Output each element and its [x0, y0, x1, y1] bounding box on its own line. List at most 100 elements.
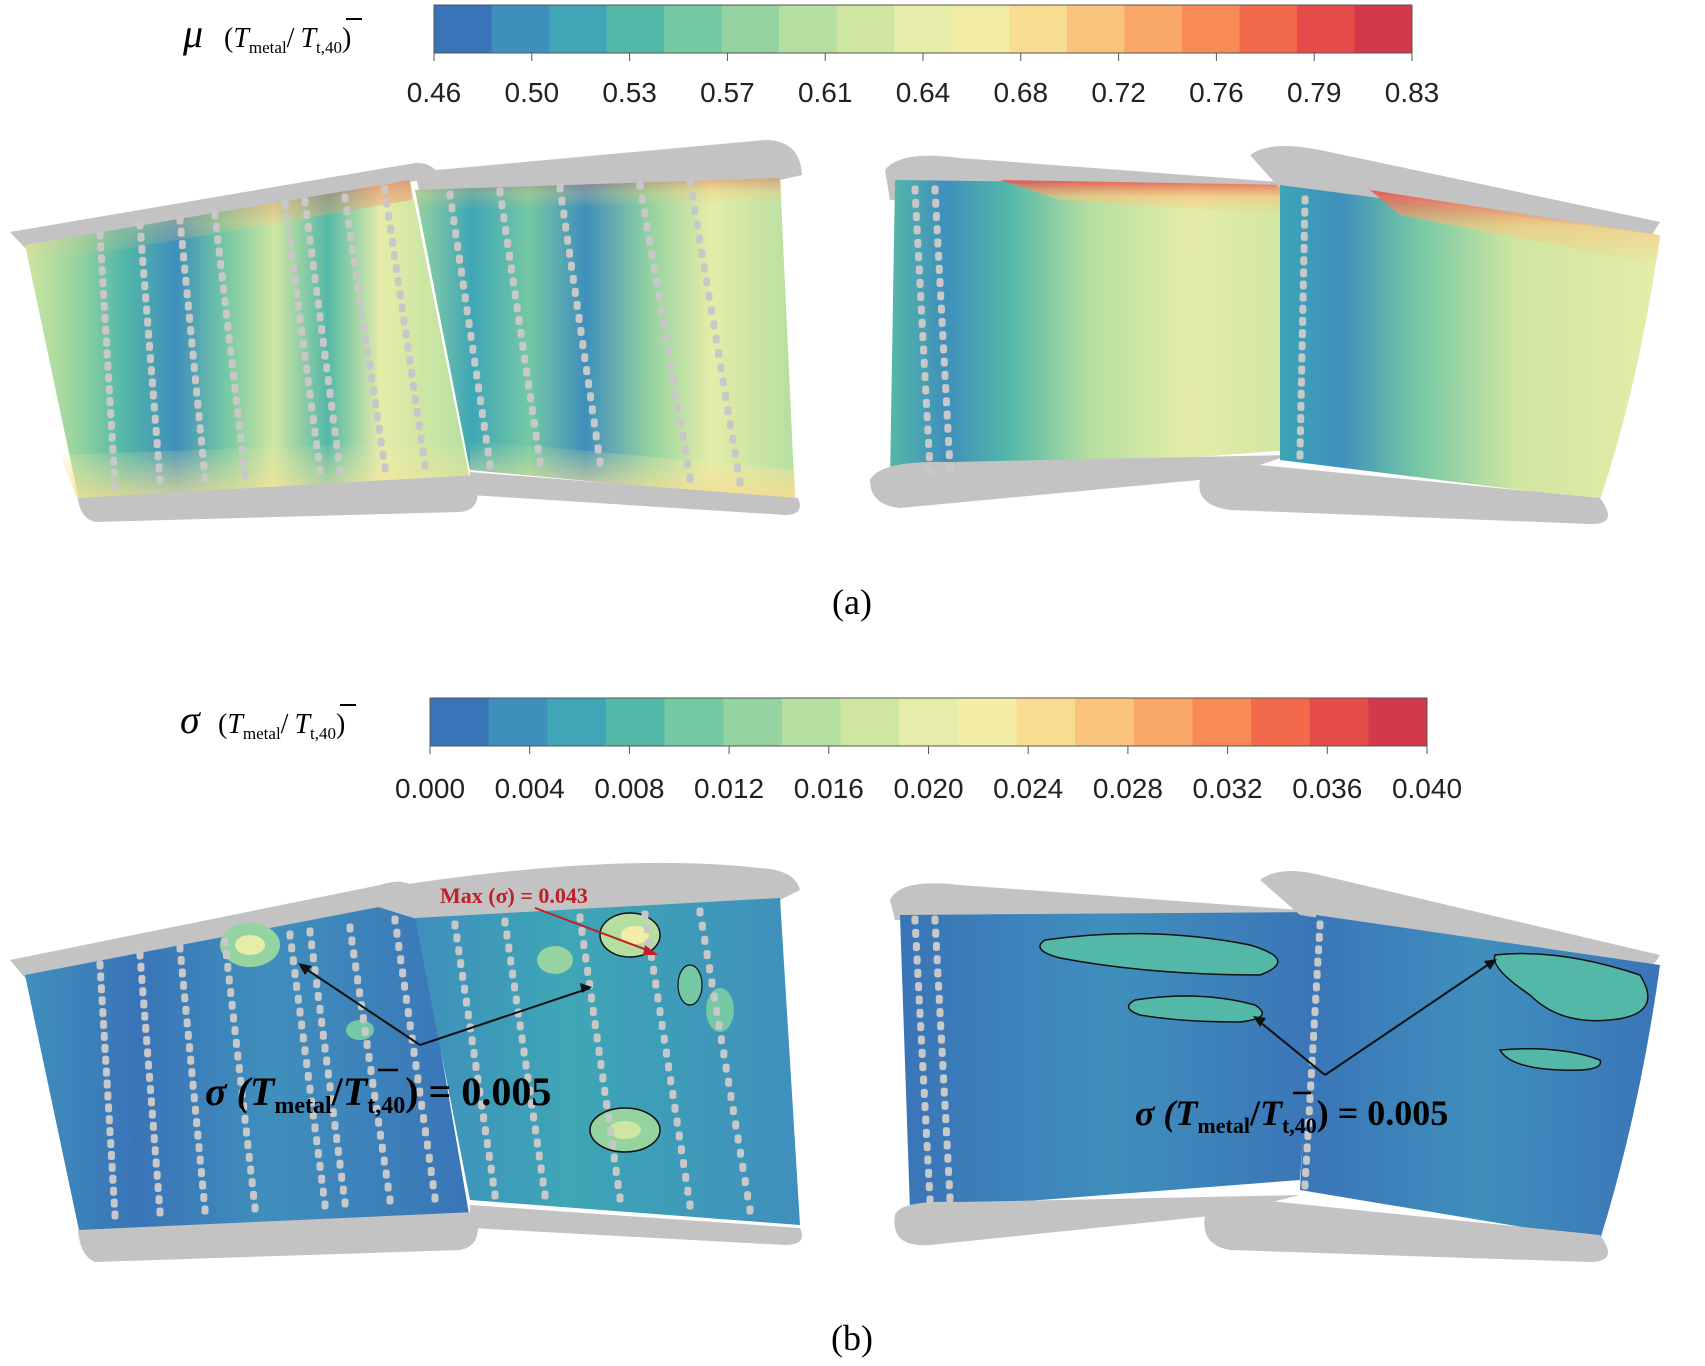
film-hole — [156, 475, 164, 485]
film-hole — [103, 349, 111, 359]
film-hole — [660, 1034, 668, 1044]
film-hole — [665, 347, 673, 357]
film-hole — [481, 1126, 489, 1136]
vane-left-pair-b — [10, 862, 803, 1262]
film-hole — [658, 1020, 666, 1030]
film-hole — [584, 966, 592, 976]
film-hole — [238, 1089, 246, 1099]
film-hole — [744, 1191, 752, 1201]
film-hole — [319, 1187, 327, 1197]
film-hole — [138, 244, 146, 254]
film-hole — [1311, 1007, 1319, 1017]
film-hole — [486, 460, 494, 470]
film-hole — [234, 408, 242, 418]
endwall-bottom — [78, 475, 478, 522]
film-hole — [381, 463, 389, 473]
film-hole — [942, 397, 950, 407]
film-hole — [945, 450, 953, 460]
film-hole — [944, 423, 952, 433]
film-hole — [669, 1090, 677, 1100]
film-hole — [365, 1053, 373, 1063]
film-hole — [610, 1153, 618, 1163]
film-hole — [301, 351, 309, 361]
film-hole — [913, 225, 921, 235]
film-hole — [652, 979, 660, 989]
film-hole — [105, 1103, 113, 1113]
film-hole — [183, 289, 191, 299]
film-hole — [686, 473, 694, 483]
film-hole — [298, 326, 306, 336]
film-hole — [473, 370, 481, 380]
colorbar-swatch — [1016, 698, 1076, 746]
film-hole — [100, 1020, 108, 1030]
film-hole — [911, 915, 919, 925]
film-hole — [323, 1056, 331, 1066]
film-hole — [328, 401, 336, 411]
film-hole — [722, 391, 730, 401]
film-hole — [341, 1198, 349, 1208]
film-hole — [562, 222, 570, 232]
film-hole — [684, 1186, 692, 1196]
film-hole — [457, 959, 465, 969]
film-hole — [925, 1168, 933, 1178]
film-hole — [294, 994, 302, 1004]
film-hole — [456, 254, 464, 264]
film-hole — [299, 339, 307, 349]
film-hole — [526, 393, 534, 403]
film-hole — [608, 1140, 616, 1150]
film-hole — [334, 1146, 342, 1156]
film-hole — [1298, 353, 1306, 363]
film-hole — [408, 368, 416, 378]
film-hole — [323, 363, 331, 373]
film-hole — [673, 1117, 681, 1127]
film-hole — [736, 1148, 744, 1158]
film-hole — [680, 1159, 688, 1169]
film-hole — [326, 388, 334, 398]
film-hole — [328, 1095, 336, 1105]
film-hole — [587, 993, 595, 1003]
film-hole — [98, 996, 106, 1006]
film-hole — [402, 994, 410, 1004]
endwall-top-b1 — [10, 881, 420, 978]
film-hole — [139, 256, 147, 266]
film-hole — [289, 263, 297, 273]
film-hole — [940, 357, 948, 367]
film-hole — [532, 431, 540, 441]
film-hole — [454, 241, 462, 251]
film-hole — [298, 1020, 306, 1030]
film-hole — [691, 206, 699, 216]
film-hole — [1313, 970, 1321, 980]
film-hole — [945, 1180, 953, 1190]
film-hole — [338, 1172, 346, 1182]
film-hole — [176, 215, 184, 225]
film-hole — [641, 208, 649, 218]
colorbar-swatch — [1296, 5, 1355, 53]
film-hole — [191, 375, 199, 385]
film-hole — [108, 432, 116, 442]
film-hole — [296, 1007, 304, 1017]
film-hole — [329, 1108, 337, 1118]
colorbar-swatch — [1066, 5, 1125, 53]
annotation-max-sigma: Max (σ) = 0.043 — [440, 883, 588, 908]
film-hole — [420, 1114, 428, 1124]
contour-region — [1039, 932, 1279, 976]
film-hole — [431, 1193, 439, 1203]
film-hole — [918, 318, 926, 328]
film-hole — [465, 319, 473, 329]
film-hole — [575, 313, 583, 323]
film-hole — [1300, 231, 1308, 241]
film-hole — [331, 427, 339, 437]
film-hole — [228, 1000, 236, 1010]
film-hole — [726, 420, 734, 430]
film-hole — [915, 995, 923, 1005]
colorbar-swatch — [1075, 698, 1135, 746]
film-hole — [539, 1177, 547, 1187]
film-hole — [222, 309, 230, 319]
film-hole — [303, 210, 311, 220]
film-hole — [352, 962, 360, 972]
film-hole — [386, 1195, 394, 1205]
film-hole — [722, 1063, 730, 1073]
colorbar-swatch — [1251, 698, 1311, 746]
endwall-top-4 — [1250, 146, 1660, 238]
